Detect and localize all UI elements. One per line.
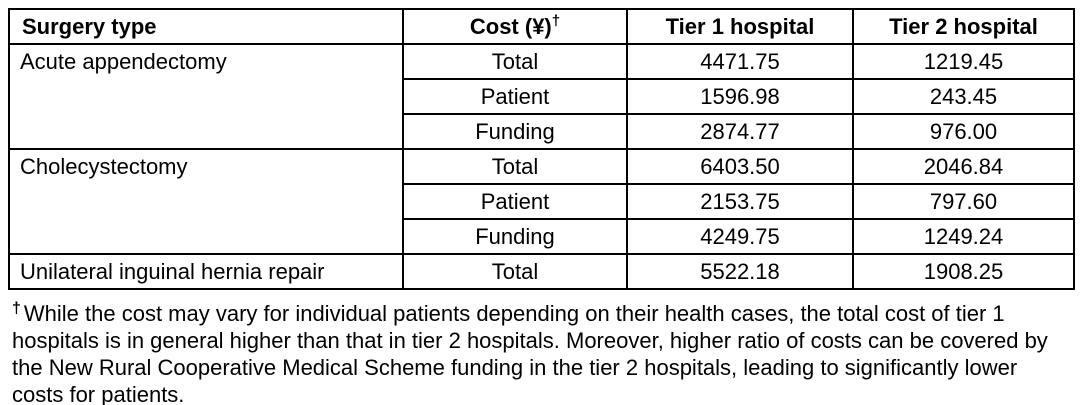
column-header-cost-label: Cost (¥) (469, 14, 552, 39)
tier1-cost-cell: 2874.77 (626, 113, 854, 150)
cost-type-cell: Patient (402, 78, 628, 115)
cost-type-cell: Patient (402, 183, 628, 220)
tier2-cost-cell: 2046.84 (852, 148, 1075, 185)
table-row: Funding 2874.77 976.00 (9, 113, 1075, 150)
tier2-cost-cell: 1219.45 (852, 43, 1075, 80)
tier2-cost-cell: 1249.24 (852, 218, 1075, 255)
footnote-text: While the cost may vary for individual p… (12, 301, 1048, 405)
tier1-cost-cell: 1596.98 (626, 78, 854, 115)
footnote: † While the cost may vary for individual … (12, 300, 1070, 405)
cost-type-cell: Funding (402, 113, 628, 150)
dagger-superscript: † (551, 12, 561, 30)
tier2-cost-cell: 1908.25 (852, 253, 1075, 290)
tier1-cost-cell: 2153.75 (626, 183, 854, 220)
cost-type-cell: Total (402, 253, 628, 290)
tier1-cost-cell: 4249.75 (626, 218, 854, 255)
tier1-cost-cell: 6403.50 (626, 148, 854, 185)
cost-type-cell: Total (402, 43, 628, 80)
column-header-surgery-type: Surgery type (8, 8, 404, 45)
column-header-tier2-hospital: Tier 2 hospital (852, 8, 1075, 45)
column-header-tier1-hospital: Tier 1 hospital (626, 8, 854, 45)
cost-type-cell: Total (402, 148, 628, 185)
header-row: Surgery type Cost (¥)† Tier 1 hospital T… (8, 8, 1075, 45)
footnote-dagger: † (12, 299, 21, 317)
surgery-cost-table: Surgery type Cost (¥)† Tier 1 hospital T… (8, 8, 1075, 290)
tier1-cost-cell: 4471.75 (626, 43, 854, 80)
tier2-cost-cell: 797.60 (852, 183, 1075, 220)
table-row: Unilateral inguinal hernia repair Total … (8, 253, 1075, 290)
surgery-type-cell: Acute appendectomy (8, 43, 404, 150)
surgery-type-cell: Cholecystectomy (8, 148, 404, 255)
column-header-cost: Cost (¥)† (402, 8, 628, 45)
table-row: Cholecystectomy Total 6403.50 2046.84 (8, 148, 1075, 255)
tier1-cost-cell: 5522.18 (626, 253, 854, 290)
cost-type-cell: Funding (402, 218, 628, 255)
table-row: Patient 2153.75 797.60 (9, 183, 1075, 220)
table-row: Funding 4249.75 1249.24 (9, 218, 1075, 255)
surgery-type-cell: Unilateral inguinal hernia repair (8, 253, 404, 290)
tier2-cost-cell: 243.45 (852, 78, 1075, 115)
table-row: Acute appendectomy Total 4471.75 1219.45 (8, 43, 1075, 150)
table-row: Patient 1596.98 243.45 (9, 78, 1075, 115)
tier2-cost-cell: 976.00 (852, 113, 1075, 150)
